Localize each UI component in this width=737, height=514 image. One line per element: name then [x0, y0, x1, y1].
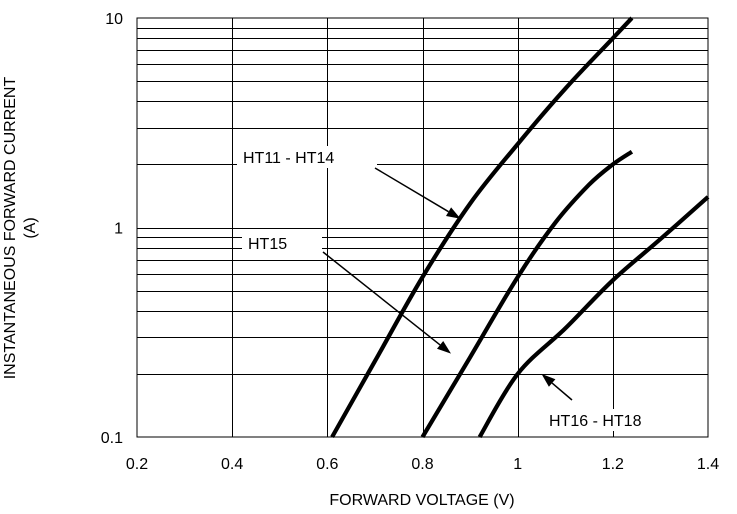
x-tick-label: 0.6	[316, 456, 338, 473]
annotation-ht11-ht14: HT11 - HT14	[237, 146, 461, 219]
curves	[330, 16, 710, 439]
annotation-label: HT15	[248, 236, 287, 253]
series-ht15	[420, 149, 634, 439]
series-ht11-ht14	[330, 16, 634, 439]
annotation-arrow	[374, 167, 449, 213]
annotation-label: HT16 - HT18	[549, 413, 642, 430]
y-tick-label: 10	[105, 11, 123, 28]
x-tick-label: 1.2	[602, 456, 624, 473]
annotation-ht15: HT15	[242, 232, 451, 354]
y-axis-label-line1: INSTANTANEOUS FORWARD CURRENT	[2, 77, 19, 380]
arrow-head	[446, 207, 461, 219]
annotation-arrow	[551, 382, 573, 401]
y-tick-label: 1	[114, 221, 123, 238]
x-axis-label: FORWARD VOLTAGE (V)	[329, 492, 514, 509]
annotation-background	[237, 146, 377, 168]
x-tick-label: 0.2	[126, 456, 148, 473]
tick-labels: 0.2 0.4 0.6 0.8 1 1.2 1.4 0.1 1 10	[101, 11, 719, 473]
series-ht16-ht18	[477, 195, 710, 439]
y-tick-label: 0.1	[101, 430, 123, 447]
annotation-arrow	[322, 251, 441, 346]
y-axis-label-line2: (A)	[22, 217, 39, 238]
arrow-head	[541, 373, 556, 387]
x-tick-label: 0.4	[221, 456, 243, 473]
x-tick-label: 1	[513, 456, 522, 473]
arrow-head	[437, 341, 451, 354]
annotation-background	[543, 409, 675, 431]
x-tick-label: 0.8	[411, 456, 433, 473]
annotations: HT11 - HT14 HT15 HT16 - HT18	[237, 146, 675, 431]
annotation-background	[242, 232, 322, 254]
annotation-ht16-ht18: HT16 - HT18	[541, 373, 675, 431]
annotation-label: HT11 - HT14	[243, 150, 334, 167]
grid	[137, 18, 708, 437]
x-tick-label: 1.4	[697, 456, 719, 473]
